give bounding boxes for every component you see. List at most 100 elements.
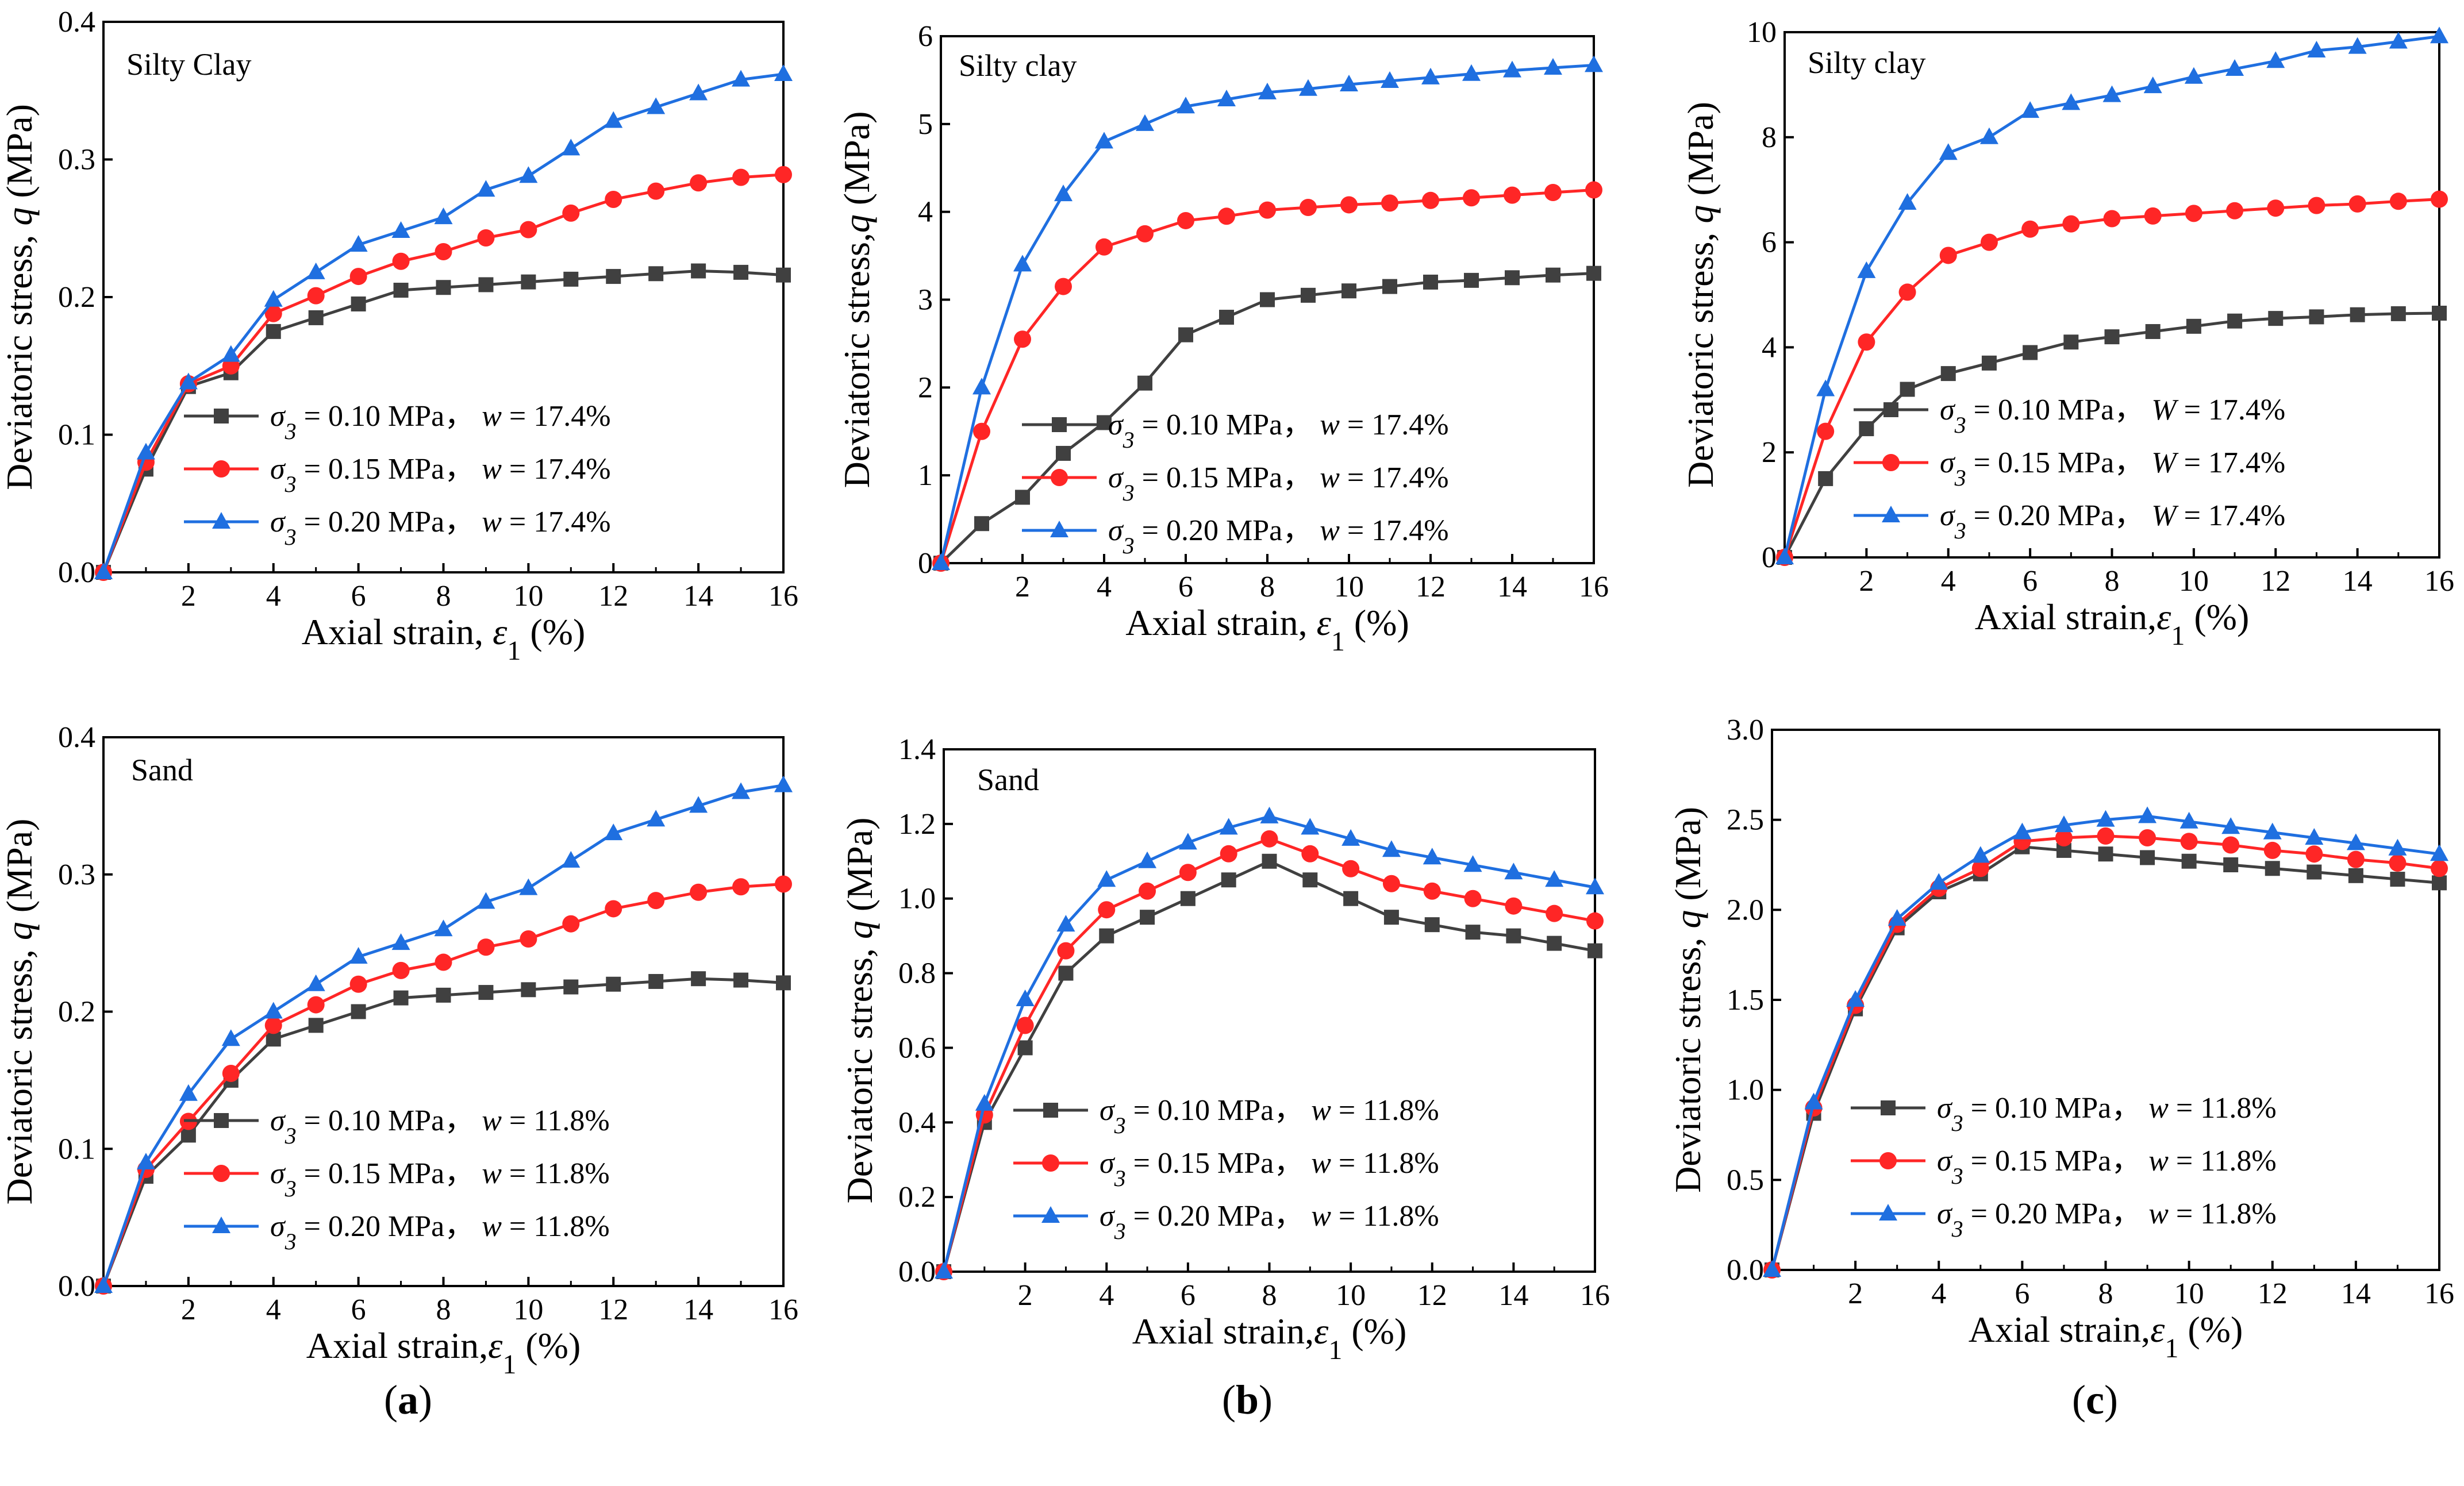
plot-frame — [102, 21, 785, 573]
data-point — [222, 1064, 240, 1082]
data-point — [1465, 925, 1481, 940]
data-point — [2346, 833, 2365, 850]
y-tick-label: 2 — [1762, 436, 1777, 469]
data-point — [2265, 861, 2280, 876]
chart-panel-1: 2 4 6 8 10 12 14 16 0.0 0.1 0.2 0.3 0.4 Axial strain,… — [0, 6, 798, 666]
x-tick-label: 2 — [1015, 571, 1030, 603]
legend-entry: σ3 = 0.15 MPa， w = 11.8% — [184, 1157, 610, 1202]
series-3 — [1775, 26, 2448, 564]
data-point — [1017, 1040, 1033, 1056]
legend-label: σ3 = 0.15 MPa， W = 17.4% — [1940, 446, 2285, 491]
y-axis-title: Deviatoric stress, q (MPa) — [1680, 102, 1721, 488]
x-axis-title: Axial strain,ε1 (%) — [1975, 596, 2250, 651]
data-point — [306, 974, 325, 991]
data-point — [2266, 51, 2285, 68]
legend-label: σ3 = 0.20 MPa， w = 11.8% — [1100, 1200, 1439, 1244]
x-tick-label: 16 — [1579, 571, 1609, 603]
legend-marker — [1050, 521, 1068, 537]
data-point — [2096, 810, 2115, 827]
x-tick-label: 12 — [2261, 565, 2290, 598]
x-tick-label: 14 — [1498, 1279, 1528, 1312]
legend-label: σ3 = 0.10 MPa， w = 17.4% — [270, 400, 611, 444]
data-point — [1971, 846, 1990, 863]
data-point — [1587, 943, 1602, 958]
sublabel-1: (a) — [384, 1377, 432, 1423]
data-point — [1179, 864, 1197, 881]
legend-label: σ3 = 0.10 MPa， W = 17.4% — [1940, 394, 2285, 438]
data-point — [1545, 870, 1564, 887]
series-1 — [936, 853, 1602, 1279]
data-point — [2013, 822, 2032, 840]
panel-title: Silty clay — [1808, 45, 1925, 80]
legend-entry: σ3 = 0.15 MPa， w = 11.8% — [1013, 1147, 1439, 1191]
x-tick-label: 4 — [1099, 1279, 1114, 1312]
data-point — [351, 296, 366, 311]
data-point — [974, 516, 989, 532]
data-point — [1857, 261, 1876, 278]
x-tick-label: 8 — [436, 580, 451, 613]
data-point — [774, 775, 793, 792]
data-point — [2223, 857, 2239, 872]
y-tick-label: 1.0 — [898, 883, 936, 915]
data-point — [605, 190, 622, 208]
legend-label: σ3 = 0.15 MPa， w = 11.8% — [270, 1157, 610, 1202]
data-point — [732, 782, 751, 799]
x-tick-label: 6 — [351, 1293, 366, 1326]
data-point — [1177, 97, 1195, 114]
y-tick-label: 0.4 — [58, 721, 95, 754]
data-point — [2307, 40, 2326, 57]
data-point — [1423, 274, 1438, 290]
plot-frame — [102, 736, 785, 1287]
data-point — [1382, 875, 1400, 892]
data-point — [1775, 548, 1794, 564]
data-point — [1383, 910, 1399, 925]
data-point — [519, 166, 538, 183]
data-point — [1546, 267, 1560, 283]
data-point — [264, 290, 283, 307]
data-point — [1980, 233, 1998, 251]
legend-label: σ3 = 0.15 MPa， w = 11.8% — [1937, 1145, 2277, 1189]
x-tick-label: 4 — [1097, 571, 1112, 603]
data-point — [519, 878, 538, 895]
data-point — [2308, 197, 2325, 214]
data-point — [349, 268, 367, 286]
data-point — [1180, 891, 1196, 906]
legend-marker — [1882, 454, 1900, 471]
legend-entry: σ3 = 0.20 MPa， w = 17.4% — [1022, 514, 1449, 559]
legend-label: σ3 = 0.10 MPa， w = 11.8% — [1937, 1092, 2277, 1136]
sublabel-3: (c) — [2072, 1377, 2118, 1423]
data-point — [179, 1084, 198, 1101]
legend-entry: σ3 = 0.10 MPa， w = 11.8% — [1013, 1094, 1439, 1138]
x-tick-label: 10 — [513, 580, 543, 613]
data-point — [2143, 76, 2162, 94]
data-point — [1939, 247, 1957, 264]
data-point — [691, 971, 706, 987]
x-tick-label: 4 — [1931, 1277, 1946, 1310]
data-point — [1259, 201, 1276, 219]
x-tick-label: 2 — [1859, 565, 1874, 598]
data-point — [476, 180, 495, 197]
data-point — [306, 262, 325, 279]
x-tick-label: 12 — [598, 580, 628, 613]
x-tick-label: 16 — [2424, 565, 2454, 598]
data-point — [2348, 195, 2366, 213]
legend-entry: σ3 = 0.20 MPa， w = 11.8% — [1013, 1200, 1439, 1244]
data-point — [1971, 860, 1989, 877]
legend-label: σ3 = 0.20 MPa， w = 17.4% — [270, 506, 611, 550]
data-point — [1140, 910, 1155, 925]
data-point — [1421, 67, 1440, 84]
data-point — [1218, 207, 1235, 225]
data-point — [732, 878, 750, 896]
data-point — [562, 915, 580, 933]
data-point — [1585, 55, 1603, 72]
data-point — [1504, 186, 1521, 204]
data-point — [1381, 71, 1399, 88]
y-tick-label: 2 — [918, 371, 933, 404]
data-point — [2184, 67, 2203, 84]
data-point — [1097, 870, 1116, 887]
data-point — [2144, 207, 2162, 225]
data-point — [1464, 272, 1479, 288]
data-point — [136, 1153, 155, 1170]
data-point — [975, 1094, 994, 1111]
data-point — [647, 182, 665, 200]
